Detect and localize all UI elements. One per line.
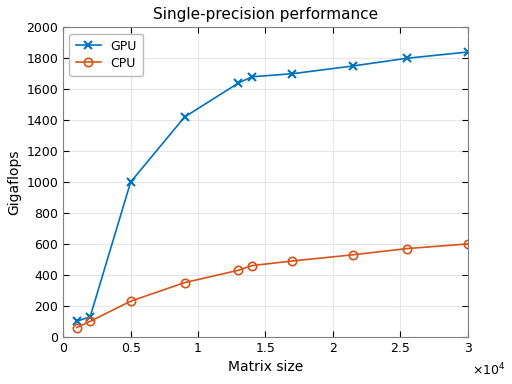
CPU bbox=[74, 325, 80, 330]
CPU bbox=[127, 299, 134, 303]
Line: CPU: CPU bbox=[73, 240, 472, 332]
GPU bbox=[74, 319, 80, 324]
GPU bbox=[249, 74, 255, 79]
X-axis label: Matrix size: Matrix size bbox=[228, 360, 303, 374]
Line: GPU: GPU bbox=[73, 48, 472, 326]
GPU bbox=[404, 56, 410, 61]
Text: $\times10^{4}$: $\times10^{4}$ bbox=[472, 362, 505, 378]
CPU bbox=[350, 252, 356, 257]
GPU bbox=[87, 314, 93, 319]
CPU bbox=[236, 268, 242, 273]
GPU bbox=[127, 180, 134, 184]
GPU bbox=[181, 115, 187, 119]
CPU bbox=[87, 319, 93, 324]
CPU bbox=[404, 246, 410, 251]
GPU bbox=[350, 64, 356, 68]
Title: Single-precision performance: Single-precision performance bbox=[153, 7, 378, 22]
GPU bbox=[289, 71, 295, 76]
Y-axis label: Gigaflops: Gigaflops bbox=[7, 149, 21, 215]
CPU bbox=[289, 259, 295, 263]
GPU bbox=[236, 81, 242, 85]
Legend: GPU, CPU: GPU, CPU bbox=[70, 33, 143, 76]
GPU bbox=[464, 50, 471, 55]
CPU bbox=[464, 242, 471, 246]
CPU bbox=[249, 263, 255, 268]
CPU bbox=[181, 280, 187, 285]
